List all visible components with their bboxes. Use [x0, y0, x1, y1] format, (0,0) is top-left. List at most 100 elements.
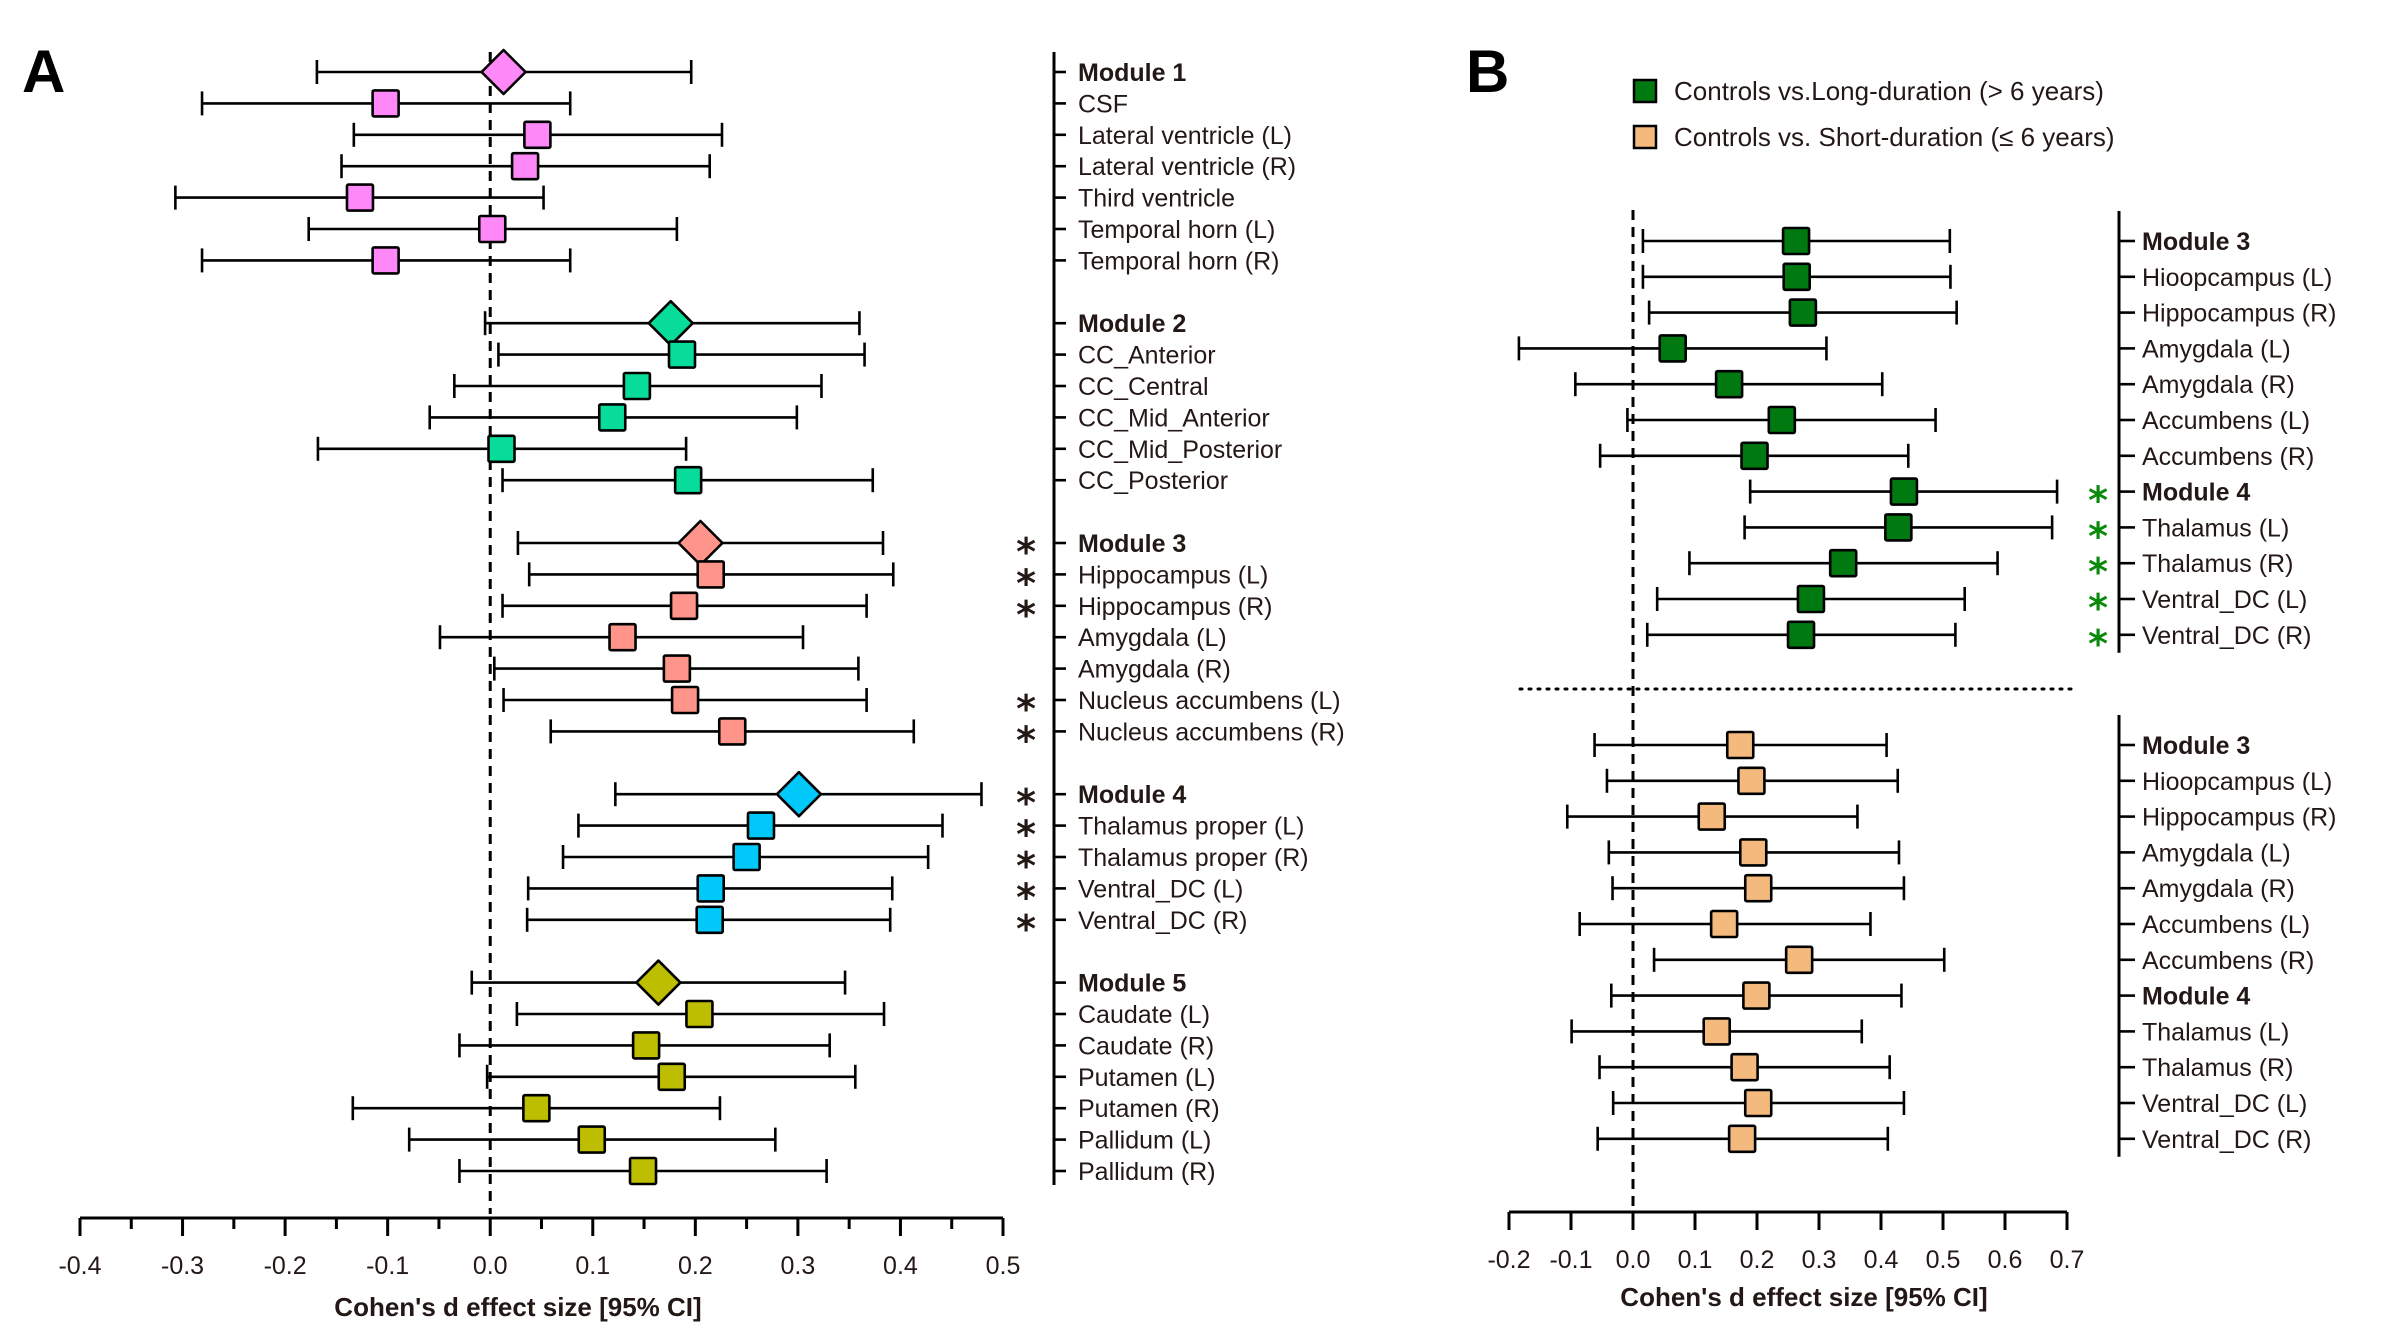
row-label: Ventral_DC (R) [2142, 622, 2312, 650]
panel-b-long-row-thalamus-l-square-marker [1884, 513, 1913, 542]
panel-a-row-amygdala-r-square-marker [662, 654, 692, 683]
row-label: Nucleus accumbens (R) [1078, 718, 1345, 746]
panel-a-row-cc-mid-anterior-square-marker [597, 403, 627, 432]
panel-a-row-hippocampus-l-square-marker [696, 560, 726, 589]
row-label: Ventral_DC (L) [1078, 875, 1243, 903]
significance-star: * [1016, 781, 1036, 825]
row-label: Accumbens (L) [2142, 407, 2310, 435]
panel-a-row-putamen-r-square-marker [522, 1093, 551, 1123]
panel-a-row-cc-central-square-marker [622, 371, 652, 401]
row-label: Accumbens (R) [2142, 947, 2314, 975]
x-tick-label: 0.5 [1926, 1246, 1961, 1274]
x-tick-label: 0.4 [883, 1252, 918, 1280]
row-label: Lateral ventricle (R) [1078, 153, 1296, 181]
panel-b-long-row-module-3-square-marker [1781, 226, 1811, 256]
row-label: Module 4 [2142, 983, 2250, 1011]
row-label: Thalamus (R) [2142, 550, 2293, 578]
panel-a-row-caudate-r-square-marker [631, 1031, 661, 1060]
panel-a-row-temporal-horn-l-square-marker [477, 214, 507, 244]
significance-star: * [2088, 550, 2108, 594]
panel-b-long-row-accumbens-r-square-marker [1740, 441, 1769, 471]
x-tick-label: 0.6 [1988, 1246, 2023, 1274]
row-label: Amygdala (L) [1078, 624, 1227, 652]
x-tick-label: 0.5 [986, 1252, 1021, 1280]
row-label: Third ventricle [1078, 185, 1235, 213]
panel-b-long-row-module-4-square-marker [1889, 477, 1919, 506]
panel-a-x-axis: -0.4 -0.3 -0.2 -0.1 0.0 0.1 0.2 0.3 0.4 0.5 [58, 1216, 1021, 1280]
row-label: CC_Central [1078, 373, 1209, 401]
panel-a-x-axis-title: Cohen's d effect size [95% CI] [334, 1292, 701, 1322]
panel-a-row-pallidum-r-square-marker [628, 1156, 658, 1186]
x-tick-label: -0.1 [1549, 1246, 1592, 1274]
row-label: Accumbens (L) [2142, 911, 2310, 939]
panel-a-row-hippocampus-r-square-marker [669, 591, 699, 621]
row-label: Hippocampus (L) [1078, 561, 1268, 589]
row-label: CC_Posterior [1078, 467, 1228, 495]
row-label: Thalamus (L) [2142, 1018, 2289, 1046]
panel-b-short-row-hippocampus-r-square-marker [1697, 802, 1727, 831]
row-label: Temporal horn (L) [1078, 216, 1275, 244]
panel-a-row-module-2-diamond-marker [647, 299, 695, 347]
panel-b-short-row-hioopcampus-l-square-marker [1737, 766, 1766, 796]
row-label: Thalamus (L) [2142, 514, 2289, 542]
row-label: Accumbens (R) [2142, 443, 2314, 471]
legend-label-short-duration: Controls vs. Short-duration (≤ 6 years) [1674, 122, 2115, 152]
significance-star: * [1016, 561, 1036, 605]
panel-b-short-row-thalamus-r-square-marker [1730, 1052, 1759, 1082]
panel-b-short-row-amygdala-l-square-marker [1738, 838, 1768, 867]
significance-star: * [1016, 813, 1036, 857]
row-label: Amygdala (R) [2142, 371, 2295, 399]
panel-b-short-row-accumbens-r-square-marker [1784, 945, 1814, 975]
panel-b-long-row-ventral-dc-r-square-marker [1786, 620, 1816, 650]
panel-b-short-row-ventral-dc-l-square-marker [1743, 1088, 1773, 1118]
row-label: Pallidum (R) [1078, 1158, 1216, 1186]
row-label: Thalamus proper (R) [1078, 844, 1309, 872]
row-label: Module 3 [2142, 228, 2250, 256]
x-tick-label: -0.4 [58, 1252, 101, 1280]
row-label: Amygdala (R) [2142, 875, 2295, 903]
row-label: CC_Mid_Anterior [1078, 404, 1270, 432]
row-label: Ventral_DC (L) [2142, 586, 2307, 614]
significance-star: * [1016, 907, 1036, 951]
panel-b-long-row-amygdala-l-square-marker [1658, 334, 1687, 363]
x-tick-label: -0.3 [161, 1252, 204, 1280]
panel-a-label: A [22, 38, 65, 105]
panel-a-row-ventral-dc-r-square-marker [695, 905, 724, 935]
significance-star: * [1016, 844, 1036, 888]
x-tick-label: 0.7 [2050, 1246, 2085, 1274]
row-label: Amygdala (L) [2142, 839, 2291, 867]
significance-star: * [1016, 718, 1036, 762]
panel-b-short-row-module-4-square-marker [1742, 981, 1771, 1010]
significance-star: * [2088, 479, 2108, 523]
row-label: Hippocampus (R) [2142, 804, 2337, 832]
panel-a-row-third-ventricle-square-marker [345, 183, 375, 212]
row-label: CSF [1078, 90, 1128, 118]
x-tick-label: 0.1 [575, 1252, 610, 1280]
x-tick-label: 0.0 [473, 1252, 508, 1280]
panel-a-row-pallidum-l-square-marker [577, 1125, 607, 1154]
row-label: Ventral_DC (R) [1078, 907, 1248, 935]
significance-star: * [2088, 586, 2108, 630]
significance-star: * [1016, 875, 1036, 919]
row-label: Module 3 [1078, 530, 1186, 558]
legend-swatch-long-duration [1632, 78, 1658, 104]
significance-star: * [1016, 530, 1036, 574]
x-tick-label: -0.2 [264, 1252, 307, 1280]
significance-star: * [2088, 514, 2108, 558]
row-label: Thalamus proper (L) [1078, 813, 1304, 841]
panel-a-row-cc-anterior-square-marker [667, 340, 697, 369]
panel-b-long-row-thalamus-r-square-marker [1828, 548, 1858, 578]
row-label: Temporal horn (R) [1078, 247, 1279, 275]
x-tick-label: 0.1 [1678, 1246, 1713, 1274]
panel-a-row-nucleus-accumbens-r-square-marker [717, 717, 747, 746]
panel-a-row-temporal-horn-r-square-marker [371, 246, 400, 275]
panel-b-marks [1517, 210, 2080, 1206]
panel-a-row-lateral-ventricle-r-square-marker [510, 151, 540, 181]
row-label: Lateral ventricle (L) [1078, 122, 1292, 150]
legend-label-long-duration: Controls vs.Long-duration (> 6 years) [1674, 76, 2104, 106]
panel-b-long-row-hippocampus-r-square-marker [1788, 298, 1818, 327]
panel-b-x-axis-title: Cohen's d effect size [95% CI] [1620, 1282, 1987, 1312]
panel-a-row-thalamus-proper-l-square-marker [746, 811, 776, 840]
x-tick-label: 0.4 [1864, 1246, 1899, 1274]
panel-a-row-putamen-l-square-marker [657, 1062, 687, 1092]
